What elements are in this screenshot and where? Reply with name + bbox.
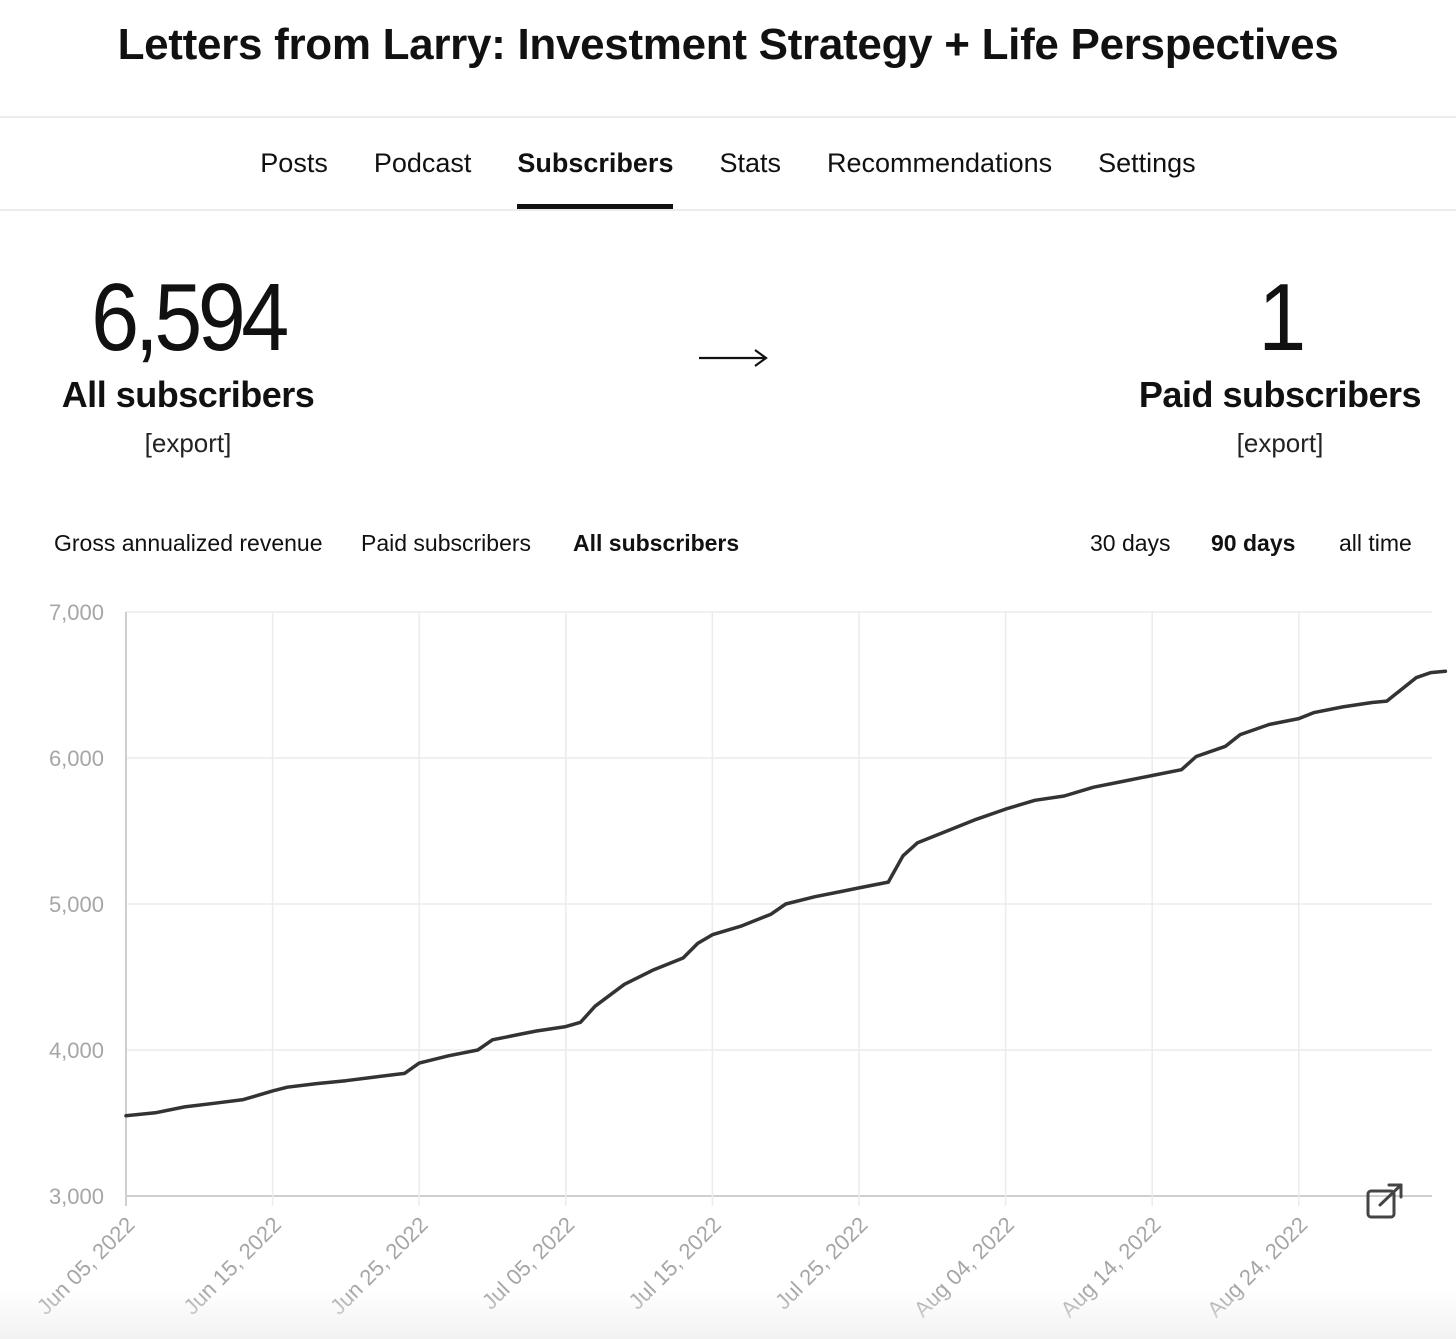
paid-subscribers-label: Paid subscribers <box>1138 374 1422 415</box>
tab-subscribers[interactable]: Subscribers <box>517 118 674 210</box>
x-tick-label: Jun 25, 2022 <box>325 1212 433 1320</box>
all-subscribers-label: All subscribers <box>61 374 315 415</box>
x-tick-label: Aug 24, 2022 <box>1202 1212 1312 1322</box>
y-tick-label: 4,000 <box>49 1038 104 1063</box>
right-arrow-icon <box>699 349 768 367</box>
range-tab-90-days[interactable]: 90 days <box>1211 530 1296 556</box>
x-tick-label: Jun 05, 2022 <box>32 1212 140 1320</box>
tab-recommendations[interactable]: Recommendations <box>827 148 1053 178</box>
metric-tab-all-subscribers[interactable]: All subscribers <box>573 530 740 556</box>
tab-posts[interactable]: Posts <box>260 148 328 178</box>
open-in-new-icon[interactable] <box>1364 1181 1406 1223</box>
tab-podcast[interactable]: Podcast <box>373 148 472 178</box>
tab-stats[interactable]: Stats <box>719 148 781 178</box>
dashboard-nav: Posts Podcast Subscribers Stats Recommen… <box>0 118 1456 210</box>
nav-divider <box>0 209 1456 211</box>
header-divider <box>0 116 1456 118</box>
paid-subscribers-count: 1 <box>1258 264 1306 371</box>
export-all-link[interactable]: [export] <box>144 428 232 458</box>
paid-subscribers-stat: 1 Paid subscribers [export] <box>1120 270 1440 459</box>
x-tick-label: Jul 05, 2022 <box>477 1212 579 1314</box>
y-tick-label: 5,000 <box>49 892 104 917</box>
range-tab-all-time[interactable]: all time <box>1339 530 1412 556</box>
y-tick-label: 7,000 <box>49 600 104 625</box>
y-tick-label: 3,000 <box>49 1184 104 1209</box>
x-tick-label: Aug 14, 2022 <box>1055 1212 1165 1322</box>
y-tick-label: 6,000 <box>49 746 104 771</box>
x-tick-label: Jul 25, 2022 <box>770 1212 872 1314</box>
all-subscribers-count: 6,594 <box>91 264 289 371</box>
x-tick-label: Aug 04, 2022 <box>909 1212 1019 1322</box>
x-tick-label: Jun 15, 2022 <box>178 1212 286 1320</box>
subscribers-line-chart: 3,000 4,000 5,000 6,000 7,000 Jun 05, 2022 Jun… <box>32 600 1448 1322</box>
metric-tab-paid-subscribers[interactable]: Paid subscribers <box>361 530 532 556</box>
metric-tab-gross-revenue[interactable]: Gross annualized revenue <box>54 530 323 556</box>
tab-settings[interactable]: Settings <box>1098 148 1196 178</box>
publication-title: Letters from Larry: Investment Strategy … <box>117 20 1339 69</box>
export-paid-link[interactable]: [export] <box>1236 428 1324 458</box>
all-subscribers-stat: 6,594 All subscribers [export] <box>38 270 338 459</box>
range-tab-30-days[interactable]: 30 days <box>1090 530 1171 556</box>
x-tick-label: Jul 15, 2022 <box>623 1212 725 1314</box>
series-line <box>124 669 1448 1118</box>
